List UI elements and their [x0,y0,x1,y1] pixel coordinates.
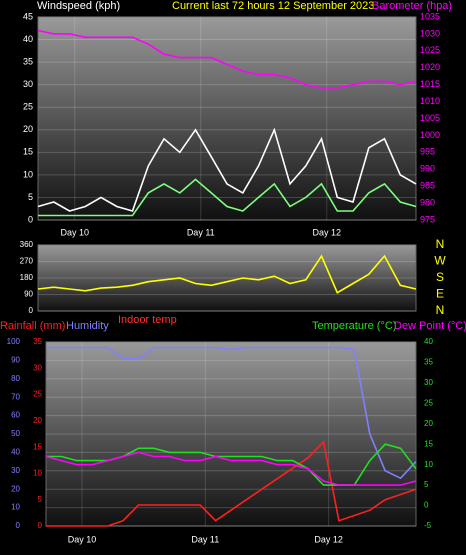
y-tick-label: 100 [7,337,21,346]
y3-tick-label: 0 [38,521,43,530]
x-tick-label: Day 11 [191,534,219,544]
y2-tick-label: -5 [424,521,432,530]
y-tick-label: 10 [11,503,20,512]
y2-tick-label: 1010 [420,96,440,106]
y2-tick-label: W [434,254,446,268]
legend-entry: Rainfall (mm) [0,320,65,332]
y2-axis-title: Barometer (hpa) [372,0,452,12]
y3-tick-label: 5 [38,495,43,504]
series-line [46,440,417,527]
y2-tick-label: 1005 [420,113,440,123]
y2-tick-label: 15 [424,439,433,448]
y3-tick-label: 25 [33,390,42,399]
y2-tick-label: 1015 [420,79,440,89]
y-tick-label: 25 [23,102,33,112]
y-tick-label: 20 [23,124,33,134]
legend-entry: Humidity [66,320,109,332]
x-tick-label: Day 12 [312,227,341,237]
y2-tick-label: 990 [420,164,435,174]
y2-tick-label: 980 [420,197,435,207]
y2-tick-label: 0 [424,501,429,510]
y3-tick-label: 35 [33,337,42,346]
y-tick-label: 30 [23,79,33,89]
y2-tick-label: N [436,303,445,317]
y2-tick-label: 5 [424,480,429,489]
plot-background [37,244,417,312]
y2-tick-label: 30 [424,378,433,387]
series-line [46,346,417,480]
legend-entry: Temperature (°C) [312,320,396,332]
y-tick-label: 70 [11,392,20,401]
series-line [38,178,417,217]
y-tick-label: 360 [20,240,34,249]
annotation: Indoor temp [118,314,177,326]
x-tick-label: Day 10 [68,534,97,544]
y2-tick-label: 40 [424,337,433,346]
y2-tick-label: 975 [420,214,435,224]
y-tick-label: 0 [29,306,34,315]
y2-tick-label: 1035 [420,11,440,21]
y3-tick-label: 20 [33,416,42,425]
y3-tick-label: 30 [33,363,42,372]
y3-tick-label: 10 [33,469,42,478]
y2-tick-label: N [436,237,445,251]
plot-background [37,16,417,221]
series-line [37,127,417,212]
y2-tick-label: 985 [420,181,435,191]
x-tick-label: Day 11 [187,227,215,237]
y-tick-label: 45 [23,11,33,21]
y-tick-label: 0 [28,214,33,224]
y2-tick-label: 995 [420,147,435,157]
y2-tick-label: E [436,287,444,301]
y-tick-label: 60 [11,411,20,420]
y-tick-label: 5 [28,192,33,202]
y-tick-label: 15 [23,147,33,157]
y2-tick-label: 1025 [420,45,440,55]
y2-tick-label: 10 [424,460,433,469]
x-tick-label: Day 10 [60,227,89,237]
y-tick-label: 90 [24,290,33,299]
y-tick-label: 180 [20,273,34,282]
plot-background [45,341,417,527]
y2-tick-label: 1000 [420,130,440,140]
y-tick-label: 50 [11,429,20,438]
y-axis-title: Windspeed (kph) [37,0,120,12]
y2-tick-label: 25 [424,398,433,407]
y-tick-label: 30 [11,466,20,475]
y2-tick-label: S [436,270,444,284]
y-tick-label: 35 [23,56,33,66]
series-line [45,451,417,486]
y-tick-label: 270 [20,257,34,266]
series-line [37,29,417,89]
y-tick-label: 0 [16,521,21,530]
y2-tick-label: 35 [424,358,433,367]
chart-title: Current last 72 hours 12 September 2023 [172,0,374,12]
y3-tick-label: 15 [33,442,42,451]
x-tick-label: Day 12 [314,534,343,544]
y-tick-label: 40 [11,448,20,457]
series-line [37,254,417,294]
y2-tick-label: 20 [424,419,433,428]
y-tick-label: 10 [23,169,33,179]
y2-tick-label: 1030 [420,28,440,38]
legend-entry: Dew Point (°C) [394,320,466,332]
y-tick-label: 80 [11,374,20,383]
y-tick-label: 90 [11,356,20,365]
y2-tick-label: 1020 [420,62,440,72]
y-tick-label: 40 [23,34,33,44]
y-tick-label: 20 [11,484,20,493]
